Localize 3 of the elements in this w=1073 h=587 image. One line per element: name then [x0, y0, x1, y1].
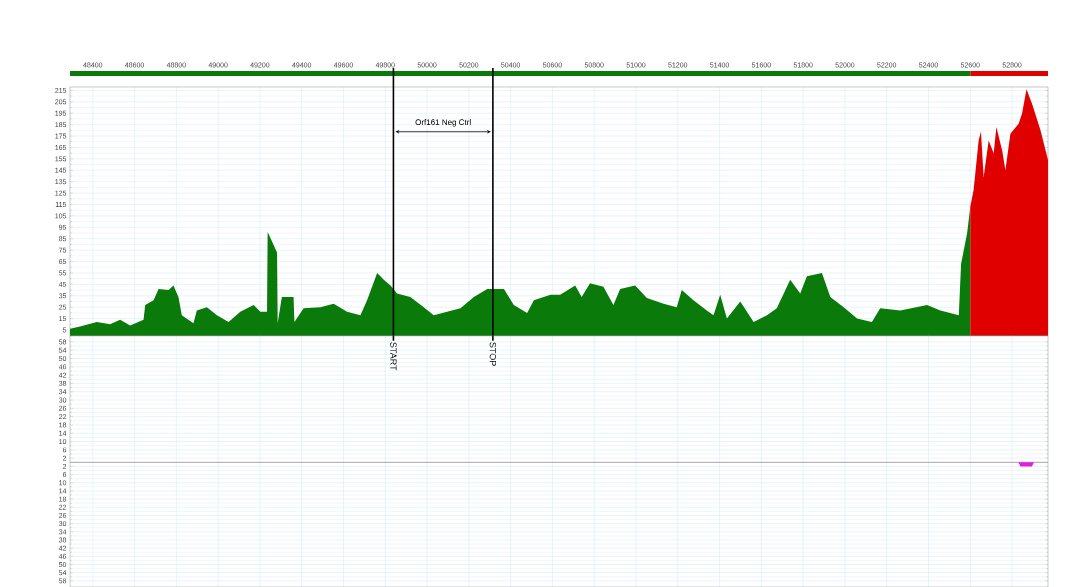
annotation: Orf161 Neg Ctrl [415, 119, 471, 127]
ref-line-label: STOP [489, 342, 497, 366]
ref-line-label: START [390, 342, 397, 371]
